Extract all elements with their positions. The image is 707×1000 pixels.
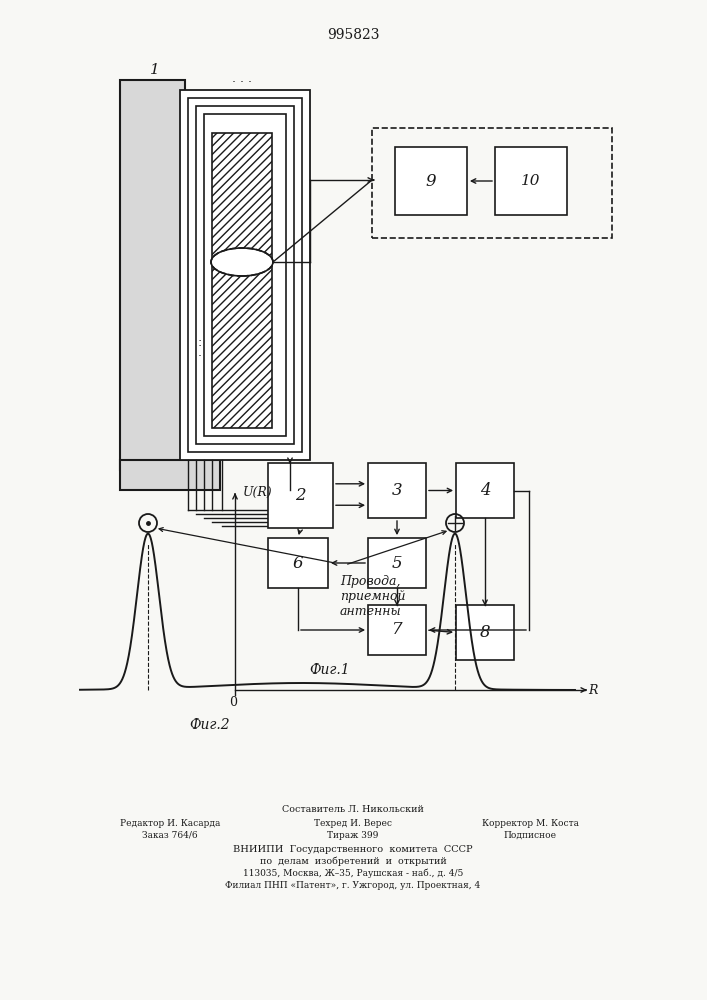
Bar — [456, 463, 514, 518]
Text: 995823: 995823 — [327, 28, 379, 42]
Text: Заказ 764/6: Заказ 764/6 — [142, 831, 198, 840]
Text: R: R — [588, 684, 597, 696]
Ellipse shape — [211, 248, 273, 276]
Bar — [120, 80, 185, 470]
Text: Составитель Л. Никольский: Составитель Л. Никольский — [282, 805, 424, 814]
Text: Редактор И. Касарда: Редактор И. Касарда — [119, 819, 220, 828]
Bar — [395, 147, 467, 215]
Text: Корректор М. Коста: Корректор М. Коста — [481, 819, 578, 828]
Text: 7: 7 — [392, 621, 402, 639]
Text: ВНИИПИ  Государственного  комитета  СССР: ВНИИПИ Государственного комитета СССР — [233, 845, 473, 854]
Text: Фиг.1: Фиг.1 — [310, 663, 350, 677]
Text: · · ·: · · · — [232, 76, 252, 89]
Text: :: : — [198, 336, 202, 349]
Text: Фиг.2: Фиг.2 — [189, 718, 230, 732]
Bar — [495, 147, 567, 215]
Bar — [120, 460, 220, 490]
Text: Тираж 399: Тираж 399 — [327, 831, 379, 840]
Text: 10: 10 — [521, 174, 541, 188]
Text: Провода,
приемной
антенны: Провода, приемной антенны — [340, 575, 406, 618]
Bar — [456, 605, 514, 660]
Bar — [368, 463, 426, 518]
Text: 3: 3 — [392, 482, 402, 499]
Text: Филиал ПНП «Патент», г. Ужгород, ул. Проектная, 4: Филиал ПНП «Патент», г. Ужгород, ул. Про… — [226, 881, 481, 890]
Text: 5: 5 — [392, 554, 402, 572]
Bar — [368, 538, 426, 588]
Bar — [204, 114, 286, 436]
Text: 0: 0 — [229, 696, 237, 708]
Bar — [212, 133, 272, 428]
Text: 1: 1 — [150, 63, 160, 77]
Text: 113035, Москва, Ж–35, Раушская - наб., д. 4/5: 113035, Москва, Ж–35, Раушская - наб., д… — [243, 869, 463, 879]
Text: Техред И. Верес: Техред И. Верес — [314, 819, 392, 828]
Bar — [268, 463, 333, 528]
Text: по  делам  изобретений  и  открытий: по делам изобретений и открытий — [259, 857, 446, 866]
Text: 6: 6 — [293, 554, 303, 572]
Bar — [372, 128, 612, 238]
Text: 2: 2 — [296, 487, 306, 504]
Text: 8: 8 — [479, 624, 491, 641]
Text: .: . — [198, 346, 202, 359]
Text: Подписное: Подписное — [503, 831, 556, 840]
Bar — [368, 605, 426, 655]
Text: 4: 4 — [479, 482, 491, 499]
Bar — [180, 90, 310, 460]
Bar — [196, 106, 294, 444]
Bar — [268, 538, 328, 588]
Bar — [188, 98, 302, 452]
Text: 9: 9 — [426, 172, 436, 190]
Text: U(R): U(R) — [243, 486, 273, 498]
